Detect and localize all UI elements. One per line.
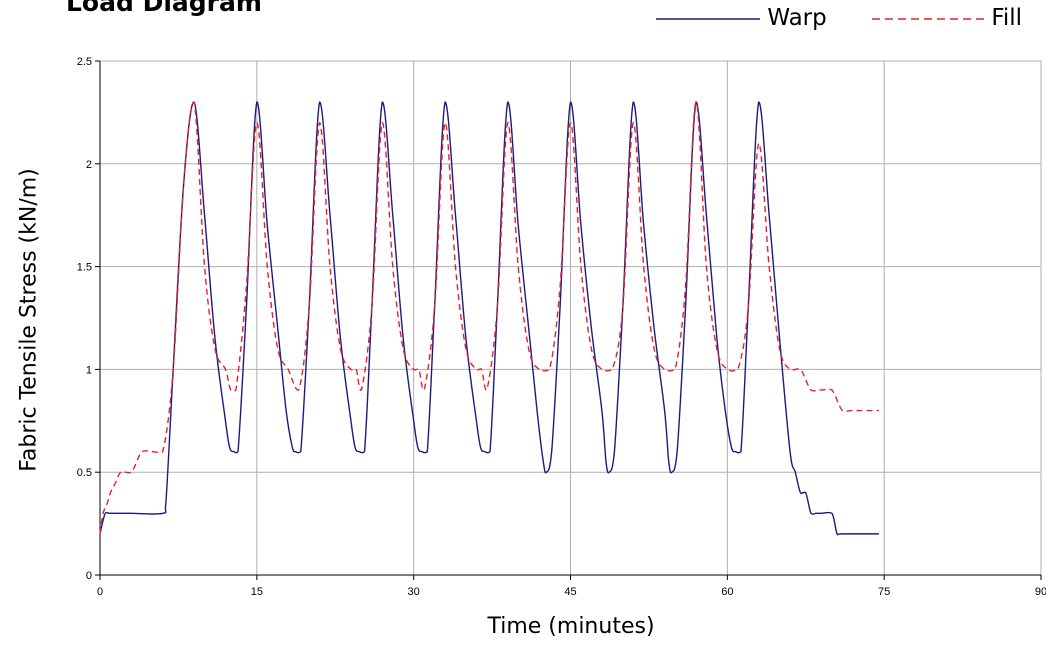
y-tick-label: 0.5	[77, 467, 92, 479]
legend-fill-swatch	[872, 17, 984, 20]
chart-plot: 0 0.5 1 1.5 2 2.5 0 15 30 45 60 75 90	[77, 56, 1046, 598]
x-tick-label: 15	[251, 586, 263, 598]
chart-title: Load Diagram	[66, 0, 262, 17]
x-tick-label: 45	[564, 586, 576, 598]
legend-warp-swatch	[656, 17, 760, 20]
series-line-warp	[99, 101, 879, 536]
tick-labels: 0 0.5 1 1.5 2 2.5 0 15 30 45 60 75 90	[77, 56, 1046, 598]
series-line-fill	[99, 101, 879, 534]
y-tick-label: 2.5	[77, 56, 92, 68]
x-tick-label: 75	[878, 586, 890, 598]
series-lines	[99, 101, 879, 536]
x-tick-label: 0	[97, 586, 103, 598]
legend-warp-label: Warp	[767, 5, 827, 31]
legend-fill: Fill	[872, 5, 1022, 31]
x-tick-label: 30	[408, 586, 420, 598]
y-tick-label: 1	[86, 364, 92, 376]
x-axis-label: Time (minutes)	[487, 614, 655, 639]
axes	[95, 60, 1042, 580]
x-tick-label: 90	[1035, 586, 1046, 598]
grid	[100, 60, 1042, 575]
legend-fill-label: Fill	[991, 5, 1023, 31]
y-tick-label: 0	[86, 570, 92, 582]
y-tick-label: 2	[86, 159, 92, 171]
y-tick-label: 1.5	[77, 262, 92, 274]
x-tick-label: 60	[721, 586, 733, 598]
legend-warp: Warp	[656, 5, 827, 31]
